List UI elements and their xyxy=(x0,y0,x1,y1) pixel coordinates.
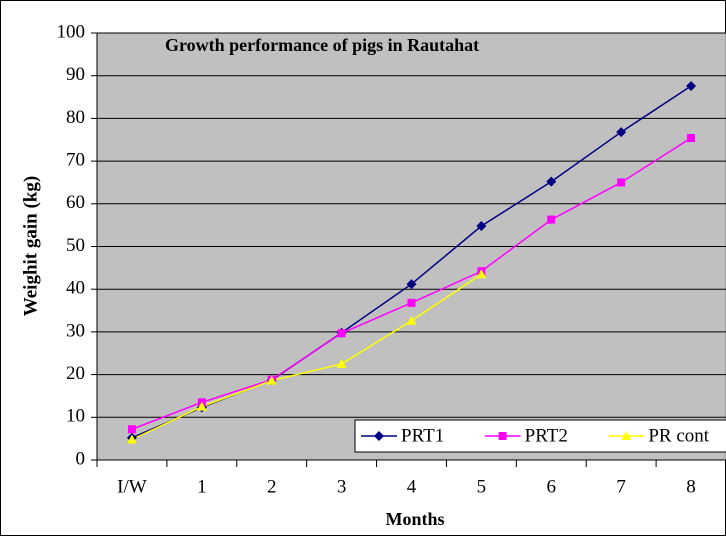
marker xyxy=(547,215,556,224)
x-tick-label: 6 xyxy=(547,476,557,497)
x-tick-label: 8 xyxy=(686,476,696,497)
marker xyxy=(476,269,487,279)
marker xyxy=(406,315,417,325)
chart-title: Growth performance of pigs in Rautahat xyxy=(165,35,479,55)
marker xyxy=(127,425,136,434)
marker xyxy=(617,178,626,187)
y-tick-label: 70 xyxy=(66,149,85,170)
series-line xyxy=(131,273,482,441)
x-tick-label: I/W xyxy=(117,476,147,497)
marker xyxy=(687,134,696,143)
marker xyxy=(406,279,417,290)
y-tick-label: 100 xyxy=(57,21,86,42)
y-tick-label: 10 xyxy=(66,406,85,427)
marker xyxy=(337,329,346,338)
legend-box xyxy=(354,419,726,453)
y-tick-label: 30 xyxy=(66,320,85,341)
x-tick-label: 1 xyxy=(197,476,207,497)
marker xyxy=(546,176,557,187)
x-tick-label: 4 xyxy=(407,476,417,497)
x-tick-label: 2 xyxy=(267,476,277,497)
y-tick-label: 90 xyxy=(66,64,85,85)
y-tick-label: 40 xyxy=(66,278,85,299)
marker xyxy=(266,375,277,385)
x-axis-label: Months xyxy=(385,509,444,529)
marker xyxy=(498,432,507,440)
marker xyxy=(196,401,207,411)
marker xyxy=(616,127,627,138)
x-tick-label: 3 xyxy=(337,476,347,497)
marker xyxy=(476,221,487,232)
y-tick-label: 0 xyxy=(76,448,86,469)
y-tick-label: 80 xyxy=(66,107,85,128)
y-tick-label: 50 xyxy=(66,235,85,256)
marker xyxy=(126,434,137,444)
y-tick-label: 60 xyxy=(66,192,85,213)
y-axis-label: Weighit gain (kg) xyxy=(20,176,41,316)
x-tick-label: 7 xyxy=(616,476,626,497)
legend-label: PR cont xyxy=(648,425,709,446)
legend-label: PRT1 xyxy=(401,425,444,446)
marker xyxy=(621,431,632,440)
marker xyxy=(686,80,697,91)
legend-label: PRT2 xyxy=(525,425,568,446)
marker xyxy=(336,358,347,368)
y-tick-label: 20 xyxy=(66,363,85,384)
marker xyxy=(374,431,384,441)
marker xyxy=(407,298,416,307)
x-tick-label: 5 xyxy=(477,476,487,497)
